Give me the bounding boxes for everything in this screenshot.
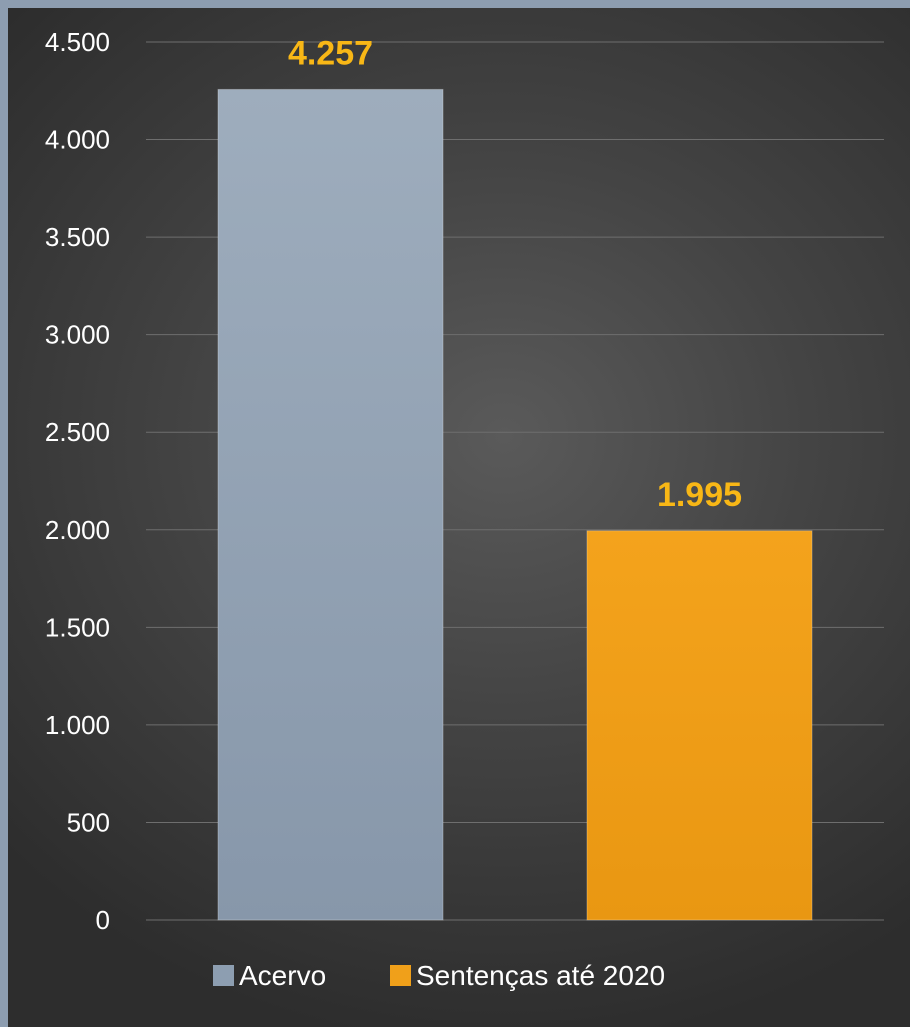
y-tick-label: 3.500 (45, 222, 110, 252)
y-tick-label: 1.000 (45, 710, 110, 740)
y-tick-label: 1.500 (45, 612, 110, 642)
data-label: 4.257 (288, 34, 373, 72)
legend-swatch (390, 965, 411, 986)
y-tick-label: 4.000 (45, 125, 110, 155)
legend-label: Sentenças até 2020 (416, 960, 665, 991)
y-tick-label: 2.000 (45, 515, 110, 545)
data-labels: 4.257 1.995 (288, 34, 742, 513)
y-axis-ticks: 0 500 1.000 1.500 2.000 2.500 3.000 3.500 4.000 4… (45, 27, 110, 935)
legend-swatch (213, 965, 234, 986)
data-label: 1.995 (657, 476, 742, 514)
chart-frame: 0 500 1.000 1.500 2.000 2.500 3.000 3.500 4.000 4… (8, 8, 910, 1027)
bar-acervo (217, 88, 444, 921)
bars (217, 88, 813, 921)
bar-chart: 0 500 1.000 1.500 2.000 2.500 3.000 3.500 4.000 4… (45, 27, 884, 991)
y-tick-label: 500 (67, 807, 110, 837)
y-tick-label: 4.500 (45, 27, 110, 57)
y-tick-label: 3.000 (45, 320, 110, 350)
legend-label: Acervo (239, 960, 326, 991)
y-tick-label: 2.500 (45, 417, 110, 447)
legend: Acervo Sentenças até 2020 (213, 960, 665, 991)
bar-senten-as-at-2020 (586, 530, 813, 921)
y-tick-label: 0 (96, 905, 110, 935)
